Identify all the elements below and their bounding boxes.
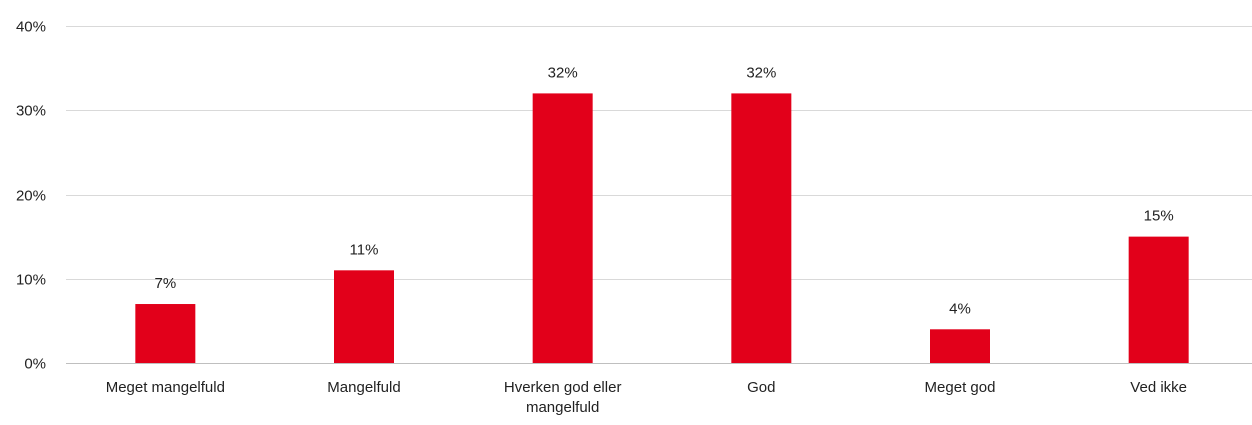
y-tick-label: 20% — [16, 188, 46, 205]
x-axis-category-labels: Meget mangelfuld Mangelfuld Hverken god el… — [106, 379, 1187, 416]
category-label: Meget mangelfuld — [106, 379, 225, 396]
y-tick-label: 0% — [24, 356, 46, 373]
y-tick-label: 10% — [16, 272, 46, 289]
bar — [1128, 236, 1189, 363]
gridlines — [66, 26, 1252, 364]
category-label: Hverken god eller mangelfuld — [504, 379, 622, 416]
bar — [135, 304, 196, 363]
data-labels: 7% 11% 32% 32% 4% 15% — [154, 64, 1173, 317]
y-tick-label: 30% — [16, 103, 46, 120]
bar — [930, 329, 990, 363]
y-axis-tick-labels: 0% 10% 20% 30% 40% — [16, 19, 46, 373]
bars — [135, 93, 1189, 364]
bar — [532, 93, 593, 364]
category-label: Mangelfuld — [327, 379, 400, 396]
category-label: God — [747, 379, 775, 396]
data-label: 32% — [746, 64, 776, 81]
data-label: 11% — [350, 241, 379, 258]
y-tick-label: 40% — [16, 19, 46, 36]
category-label: Meget god — [925, 379, 996, 396]
category-label: Ved ikke — [1130, 379, 1187, 396]
data-label: 32% — [548, 64, 578, 81]
bar — [731, 93, 792, 364]
data-label: 7% — [154, 275, 176, 292]
bar — [334, 270, 394, 363]
data-label: 15% — [1144, 208, 1174, 225]
data-label: 4% — [949, 300, 971, 317]
